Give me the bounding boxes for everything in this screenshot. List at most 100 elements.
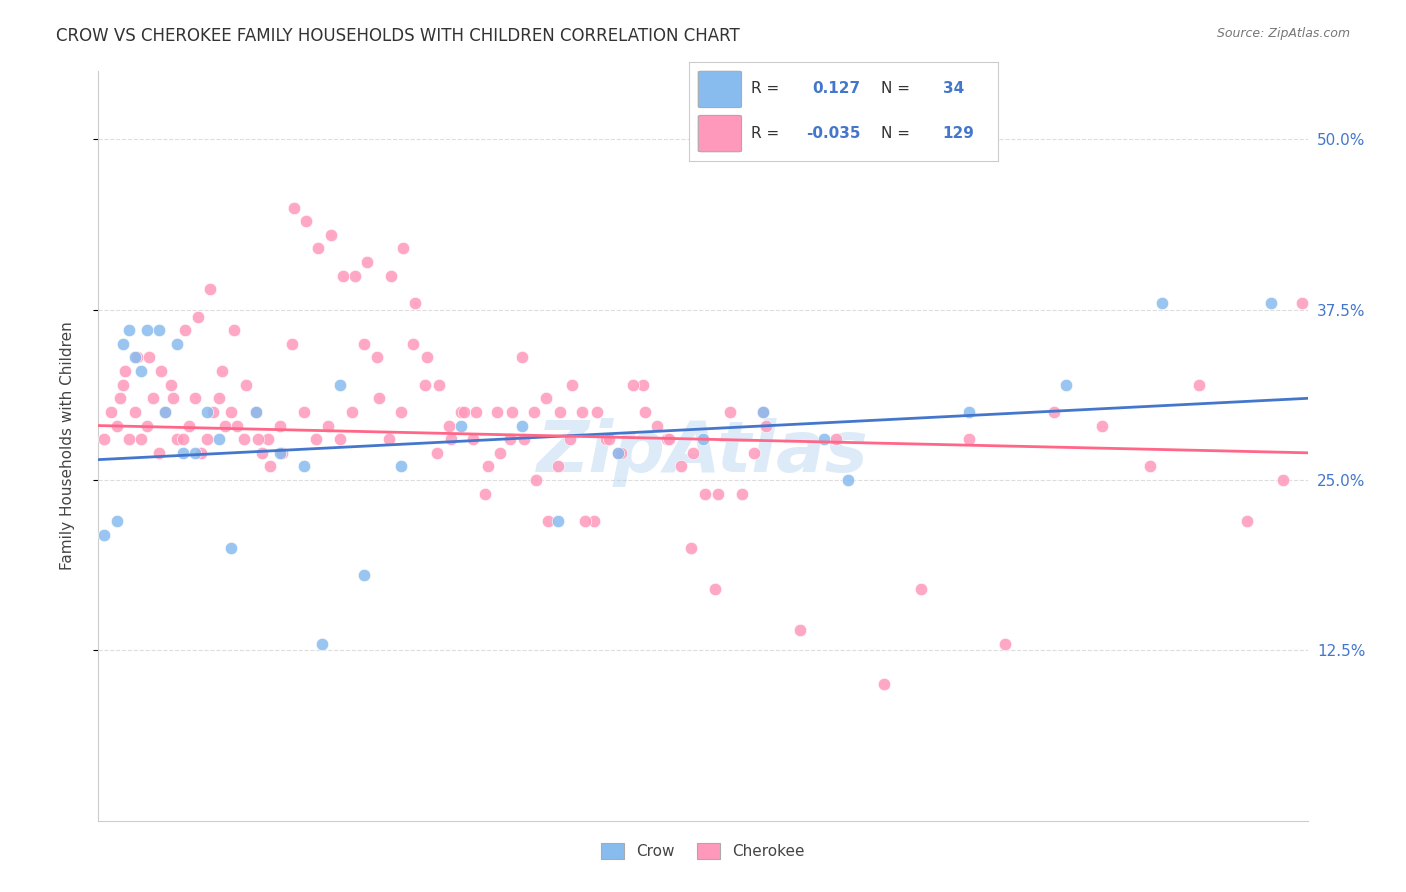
Cherokee xyxy=(501,405,523,419)
Cherokee xyxy=(474,486,496,500)
Cherokee xyxy=(537,514,560,528)
Cherokee xyxy=(453,405,475,419)
Cherokee xyxy=(873,677,896,691)
Cherokee xyxy=(221,405,243,419)
Cherokee xyxy=(752,405,775,419)
Crow xyxy=(245,405,267,419)
Cherokee xyxy=(148,446,170,460)
Cherokee xyxy=(222,323,245,337)
Cherokee xyxy=(607,446,630,460)
Cherokee xyxy=(305,432,328,446)
Cherokee xyxy=(706,486,728,500)
Crow xyxy=(208,432,231,446)
Cherokee xyxy=(789,623,811,637)
Cherokee xyxy=(595,432,617,446)
Cherokee xyxy=(319,227,342,242)
Cherokee xyxy=(523,405,546,419)
Cherokee xyxy=(135,418,157,433)
Crow xyxy=(118,323,141,337)
Crow xyxy=(1054,377,1077,392)
Cherokee xyxy=(190,446,212,460)
Cherokee xyxy=(631,377,654,392)
Cherokee xyxy=(402,336,425,351)
Cherokee xyxy=(957,432,980,446)
FancyBboxPatch shape xyxy=(699,71,741,108)
Cherokee xyxy=(550,405,572,419)
Cherokee xyxy=(105,418,128,433)
Text: R =: R = xyxy=(751,81,779,96)
Cherokee xyxy=(682,446,704,460)
Crow xyxy=(510,418,533,433)
Cherokee xyxy=(561,377,583,392)
Cherokee xyxy=(184,392,207,406)
Cherokee xyxy=(583,514,606,528)
Cherokee xyxy=(731,486,754,500)
Cherokee xyxy=(235,377,257,392)
Cherokee xyxy=(389,405,412,419)
Cherokee xyxy=(259,459,281,474)
Cherokee xyxy=(129,432,152,446)
Cherokee xyxy=(377,432,399,446)
Crow xyxy=(292,459,315,474)
Crow xyxy=(148,323,170,337)
Cherokee xyxy=(558,432,581,446)
Crow xyxy=(129,364,152,378)
Cherokee xyxy=(247,432,270,446)
Cherokee xyxy=(392,242,415,256)
Cherokee xyxy=(226,418,249,433)
Text: R =: R = xyxy=(751,126,779,141)
Cherokee xyxy=(269,418,291,433)
Cherokee xyxy=(93,432,115,446)
Text: 129: 129 xyxy=(942,126,974,141)
Cherokee xyxy=(114,364,136,378)
Text: N =: N = xyxy=(880,81,910,96)
Cherokee xyxy=(994,636,1017,650)
Cherokee xyxy=(174,323,197,337)
Cherokee xyxy=(464,405,486,419)
Cherokee xyxy=(658,432,681,446)
Cherokee xyxy=(437,418,460,433)
Cherokee xyxy=(179,418,201,433)
Cherokee xyxy=(1139,459,1161,474)
Cherokee xyxy=(100,405,122,419)
Text: 0.127: 0.127 xyxy=(813,81,860,96)
Cherokee xyxy=(610,446,633,460)
Cherokee xyxy=(198,282,221,296)
Cherokee xyxy=(413,377,436,392)
Cherokee xyxy=(111,377,134,392)
Text: Source: ZipAtlas.com: Source: ZipAtlas.com xyxy=(1216,27,1350,40)
Cherokee xyxy=(162,392,184,406)
Cherokee xyxy=(645,418,668,433)
Text: -0.035: -0.035 xyxy=(807,126,860,141)
Crow xyxy=(105,514,128,528)
Crow xyxy=(269,446,291,460)
Cherokee xyxy=(142,392,165,406)
Cherokee xyxy=(910,582,932,596)
Cherokee xyxy=(256,432,278,446)
Crow xyxy=(837,473,859,487)
Crow xyxy=(124,351,146,365)
Cherokee xyxy=(380,268,402,283)
Crow xyxy=(450,418,472,433)
Crow xyxy=(135,323,157,337)
Text: N =: N = xyxy=(880,126,910,141)
Cherokee xyxy=(718,405,741,419)
Cherokee xyxy=(1042,405,1064,419)
Cherokee xyxy=(138,351,160,365)
Cherokee xyxy=(704,582,727,596)
Cherokee xyxy=(524,473,547,487)
Crow xyxy=(111,336,134,351)
Cherokee xyxy=(150,364,173,378)
Cherokee xyxy=(489,446,512,460)
Text: ZipAtlas: ZipAtlas xyxy=(537,418,869,487)
Cherokee xyxy=(440,432,463,446)
Cherokee xyxy=(463,432,485,446)
Cherokee xyxy=(187,310,209,324)
Cherokee xyxy=(477,459,499,474)
Cherokee xyxy=(404,296,426,310)
Cherokee xyxy=(172,432,194,446)
Crow xyxy=(607,446,630,460)
Cherokee xyxy=(202,405,225,419)
Cherokee xyxy=(366,351,388,365)
Cherokee xyxy=(245,405,267,419)
